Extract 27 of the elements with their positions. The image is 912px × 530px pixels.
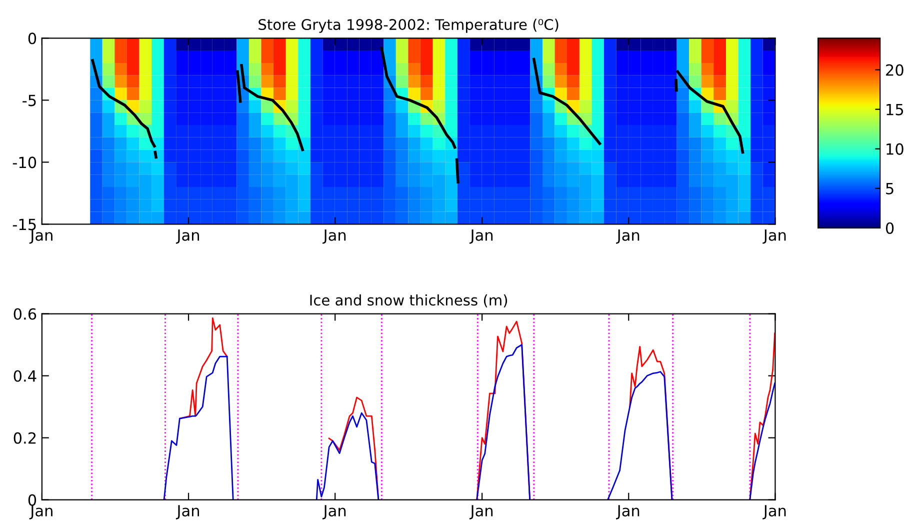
color-bar-label: 5	[886, 183, 894, 194]
color-bar-label: 20	[886, 64, 904, 76]
y-tick-label: -10	[12, 156, 36, 168]
x-tick-label: Jan	[29, 230, 52, 244]
x-tick-label: Jan	[322, 230, 346, 244]
x-tick-label: Jan	[176, 230, 199, 244]
x-tick-label: Jan	[29, 505, 52, 520]
x-tick-label: Jan	[322, 505, 346, 520]
color-bar-label: 0	[886, 222, 894, 234]
y-tick-label: -5	[22, 94, 36, 106]
chart-title: Ice and snow thickness (m)	[310, 294, 508, 308]
x-tick-label: Jan	[762, 230, 786, 244]
x-tick-label: Jan	[176, 505, 199, 520]
y-tick-label: 0.2	[14, 432, 36, 444]
color-bar-label: 15	[886, 104, 904, 116]
y-tick-label: -15	[12, 218, 36, 230]
x-tick-label: Jan	[469, 230, 493, 244]
chart-title: Store Gryta 1998-2002: Temperature (⁰C)	[258, 18, 558, 33]
color-bar-label: 10	[886, 143, 904, 155]
y-tick-label: 0.6	[14, 308, 36, 320]
x-tick-label: Jan	[616, 505, 640, 520]
x-tick-label: Jan	[616, 230, 640, 244]
x-tick-label: Jan	[469, 505, 493, 520]
y-tick-label: 0	[28, 494, 36, 506]
y-tick-label: 0	[28, 32, 36, 44]
y-tick-label: 0.4	[14, 370, 36, 382]
x-tick-label: Jan	[762, 505, 786, 520]
